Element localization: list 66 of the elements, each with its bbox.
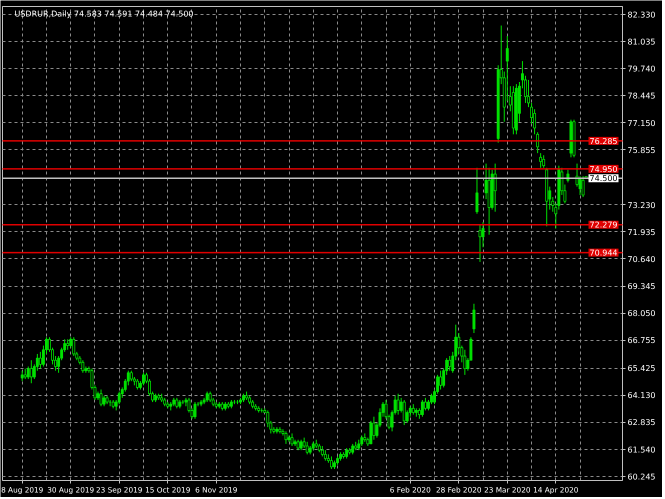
candlestick: [542, 154, 546, 168]
candlestick: [284, 430, 288, 444]
candlestick: [30, 360, 33, 384]
y-tick-label: 62.835: [628, 418, 656, 428]
y-tick-label: 71.935: [628, 228, 656, 237]
candlestick: [206, 391, 209, 403]
y-tick-label: 77.150: [628, 118, 656, 128]
candlestick: [351, 443, 354, 455]
candlestick: [300, 439, 303, 451]
ref-line-label: 74.950: [590, 164, 618, 174]
candlestick: [320, 445, 324, 457]
y-tick-label: 78.445: [628, 92, 656, 101]
candlestick: [412, 404, 415, 416]
candlestick: [175, 397, 178, 409]
y-tick-label: 79.740: [628, 64, 656, 74]
candlestick: [26, 366, 30, 380]
candlestick: [20, 370, 24, 382]
candlestick: [369, 420, 372, 444]
candlestick: [420, 399, 424, 418]
chart-title: USDRUR,Daily 74.583 74.591 74.484 74.500: [14, 10, 194, 18]
candlestick: [478, 224, 482, 262]
candlestick: [448, 356, 452, 372]
y-tick-label: 64.130: [628, 391, 656, 400]
ref-line-label: 72.279: [590, 220, 618, 230]
candlestick: [66, 338, 70, 350]
y-tick-label: 65.425: [628, 364, 656, 374]
y-tick-label: 68.050: [628, 309, 656, 318]
candlestick: [424, 397, 427, 411]
candlestick: [81, 360, 84, 374]
y-tick-label: 66.755: [628, 336, 656, 346]
y-tick-label: 81.035: [628, 38, 656, 47]
candlestick: [194, 402, 196, 420]
ref-line-label: 70.944: [590, 248, 618, 258]
candlestick: [142, 372, 145, 386]
candlestick: [372, 416, 376, 440]
candlestick: [130, 370, 133, 382]
y-tick-label: 82.330: [628, 10, 656, 20]
y-tick-label: 60.245: [628, 472, 656, 482]
candlestick: [100, 389, 102, 407]
candlestick: [330, 456, 333, 470]
candlestick: [290, 432, 294, 446]
y-tick-label: 73.230: [628, 200, 656, 210]
candlestick: [306, 441, 309, 455]
candlestick: [582, 176, 585, 198]
y-tick-label: 69.345: [628, 282, 656, 292]
candlestick: [463, 349, 466, 376]
candlestick: [296, 439, 300, 451]
candlestick: [472, 303, 476, 334]
candlestick: [38, 351, 42, 370]
candlestick: [102, 395, 106, 407]
y-tick-label: 70.640: [628, 254, 656, 264]
candlestick: [24, 368, 27, 380]
candlestick: [396, 393, 400, 416]
y-tick-label: 61.540: [628, 445, 656, 454]
y-tick-label: 75.855: [628, 146, 656, 155]
candlestick: [476, 167, 478, 214]
candlestick: [324, 450, 327, 462]
candlestick: [360, 435, 364, 446]
candlestick: [208, 391, 212, 403]
candlestick: [494, 163, 497, 212]
candlestick: [136, 378, 139, 390]
ref-line-label: 76.285: [590, 136, 618, 146]
ref-line-label: 74.500: [590, 174, 618, 184]
candlestick: [439, 370, 442, 390]
candlestick: [539, 152, 542, 168]
candlestick: [345, 448, 348, 460]
